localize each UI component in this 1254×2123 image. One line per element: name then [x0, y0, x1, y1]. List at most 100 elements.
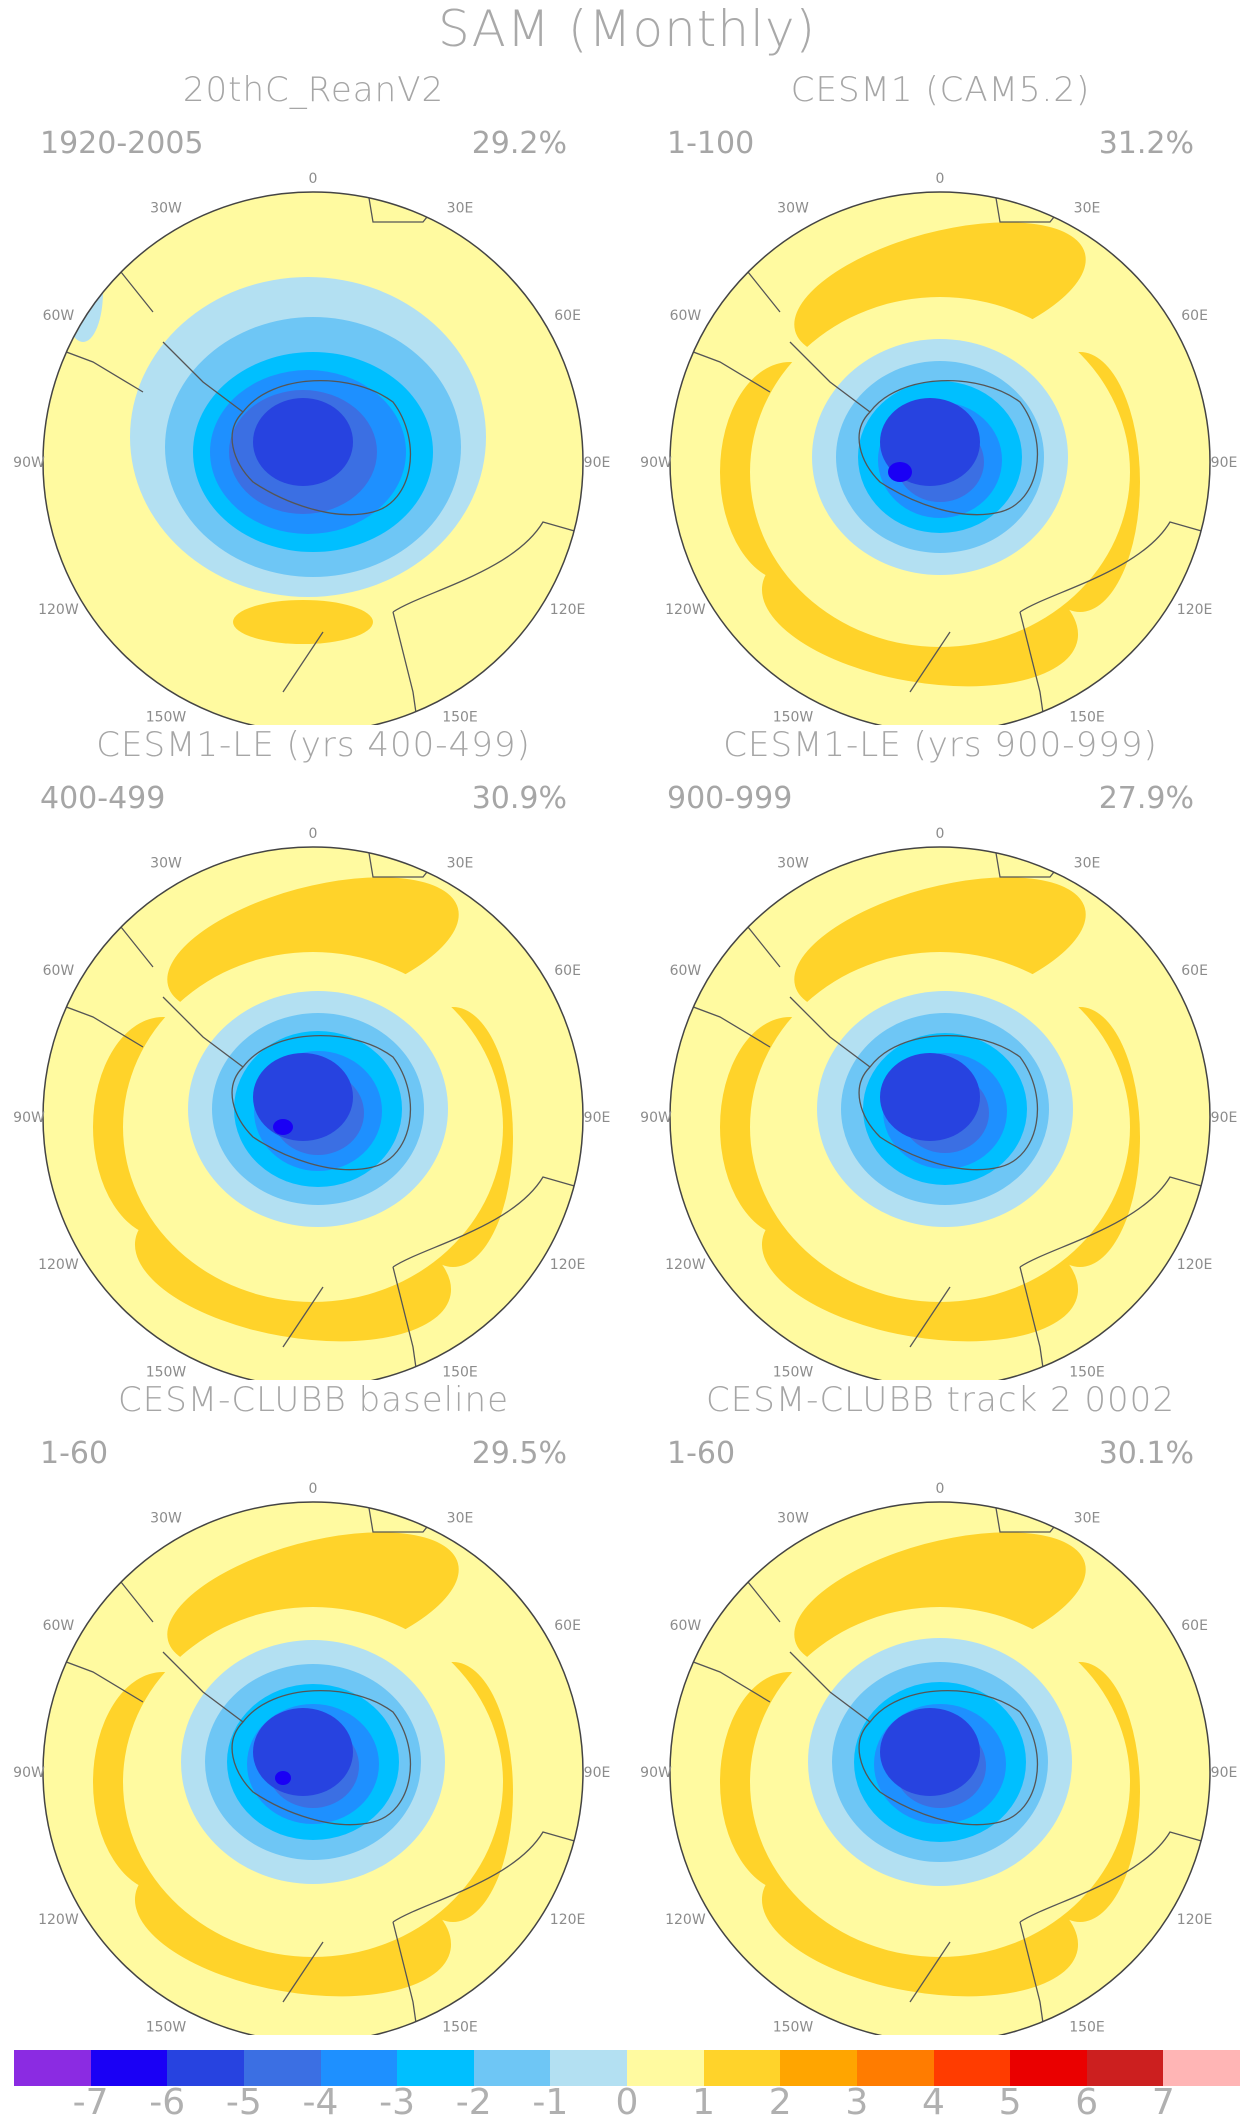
- longitude-label: 120W: [38, 1257, 79, 1273]
- panel-years: 1-60: [667, 1436, 736, 1471]
- negative-core: [253, 1053, 353, 1141]
- longitude-label: 150W: [146, 710, 187, 725]
- antarctic-peninsula: [789, 1651, 871, 1723]
- australia-coastline: [1019, 1176, 1210, 1268]
- longitude-label: 30W: [150, 200, 182, 216]
- map-panel-6: CESM-CLUBB track 2 0002 1-60 30.1% 0 30E 6…: [627, 1380, 1254, 2035]
- longitude-label: 0: [309, 171, 318, 187]
- colorbar-swatch: [14, 2050, 91, 2086]
- colorbar-tick-label: 4: [922, 2082, 945, 2123]
- colorbar-tick-label: -7: [72, 2082, 109, 2123]
- australia-coastline: [1019, 611, 1051, 725]
- map-field: [43, 847, 583, 1380]
- longitude-label: 120W: [38, 602, 79, 618]
- longitude-label: 120E: [550, 602, 586, 618]
- longitude-label: 30E: [447, 1510, 474, 1526]
- antarctica-coastline: [858, 1035, 1039, 1171]
- map-boundary: [42, 846, 584, 1380]
- longitude-label: 30E: [1074, 1510, 1101, 1526]
- colorbar-tick-label: 0: [615, 2082, 639, 2123]
- map-field: [670, 1502, 1210, 2035]
- panel-variance: 29.2%: [471, 126, 567, 161]
- south-america-coastline: [670, 1641, 771, 1703]
- colorbar-swatch: [1086, 2050, 1164, 2086]
- antarctica-coastline: [231, 380, 412, 516]
- south-america-coastline: [670, 986, 771, 1048]
- longitude-label: 60W: [670, 1618, 702, 1634]
- map-panel-2: CESM1 (CAM5.2) 1-100 31.2% 0 30E 60E 90E 120…: [627, 70, 1254, 725]
- longitude-label: 90E: [1211, 455, 1238, 471]
- longitude-label: 150W: [773, 2020, 814, 2035]
- antarctic-peninsula: [789, 996, 871, 1068]
- longitude-label: 60W: [670, 308, 702, 324]
- australia-coastline: [392, 1266, 424, 1380]
- australia-coastline: [392, 521, 583, 613]
- new-zealand-coastline: [909, 1941, 951, 2003]
- longitude-label: 150E: [442, 2020, 478, 2035]
- colorbar-tick-label: 6: [1075, 2082, 1099, 2123]
- colorbar-tick-label: -4: [302, 2082, 339, 2123]
- colorbar-tick-label: -1: [532, 2082, 569, 2123]
- negative-core: [253, 398, 353, 486]
- longitude-label: 30E: [1074, 855, 1101, 871]
- colorbar-swatch: [243, 2050, 321, 2086]
- longitude-label: 90E: [1211, 1110, 1238, 1126]
- longitude-label: 60W: [43, 1618, 75, 1634]
- panel-years: 900-999: [667, 781, 793, 816]
- longitude-label: 0: [309, 1481, 318, 1497]
- south-america-coastline: [670, 331, 771, 393]
- panel-years: 400-499: [40, 781, 166, 816]
- polar-map: 030E60E90E120E150E180150W120W90W60W30W: [13, 171, 610, 725]
- longitude-label: 120W: [665, 1912, 706, 1928]
- map-field: [670, 847, 1210, 1380]
- map-boundary: [669, 191, 1211, 725]
- map-panel-1: 20thC_ReanV2 1920-2005 29.2% 0 30E 60E 90E 1…: [0, 70, 627, 725]
- longitude-label: 150E: [442, 710, 478, 725]
- longitude-label: 30W: [150, 855, 182, 871]
- colorbar-swatch: [473, 2050, 551, 2086]
- polar-map: 030E60E90E120E150E180150W120W90W60W30W: [13, 826, 611, 1380]
- antarctica-coastline: [231, 1035, 412, 1171]
- map-panel-3: CESM1-LE (yrs 400-499) 400-499 30.9% 0 30…: [0, 725, 627, 1380]
- panel-title: CESM-CLUBB track 2 0002: [706, 1380, 1175, 1420]
- new-zealand-coastline: [282, 631, 324, 693]
- negative-core: [253, 1708, 353, 1796]
- colorbar-swatch: [780, 2050, 857, 2086]
- longitude-label: 30E: [447, 855, 474, 871]
- longitude-label: 90W: [640, 1765, 672, 1781]
- longitude-label: 0: [309, 826, 318, 842]
- panel-years: 1920-2005: [40, 126, 204, 161]
- map-field: [670, 192, 1210, 725]
- longitude-label: 30W: [777, 1510, 809, 1526]
- colorbar-swatch: [167, 2050, 244, 2086]
- panel-title: CESM1 (CAM5.2): [790, 70, 1091, 110]
- panel-title: CESM1-LE (yrs 900-999): [723, 725, 1158, 765]
- longitude-label: 150E: [442, 1365, 478, 1380]
- negative-extreme: [888, 462, 912, 482]
- longitude-label: 90E: [584, 1110, 611, 1126]
- longitude-label: 90E: [1211, 1765, 1238, 1781]
- longitude-label: 30W: [777, 200, 809, 216]
- longitude-label: 60W: [670, 963, 702, 979]
- new-zealand-coastline: [909, 631, 951, 693]
- colorbar-tick-label: -5: [225, 2082, 262, 2123]
- longitude-label: 0: [936, 826, 945, 842]
- longitude-label: 150E: [1069, 710, 1105, 725]
- colorbar-tick-label: 3: [845, 2082, 869, 2123]
- antarctic-peninsula: [789, 341, 871, 413]
- map-panel-4: CESM1-LE (yrs 900-999) 900-999 27.9% 0 30…: [627, 725, 1254, 1380]
- australia-coastline: [392, 1921, 424, 2035]
- colorbar-tick-label: -3: [379, 2082, 416, 2123]
- panel-variance: 30.1%: [1098, 1436, 1194, 1471]
- new-zealand-coastline: [909, 1286, 951, 1348]
- south-america-coastline: [43, 331, 144, 393]
- longitude-label: 30W: [777, 855, 809, 871]
- longitude-label: 120E: [1177, 602, 1213, 618]
- negative-core: [880, 1708, 980, 1796]
- panel-title: CESM-CLUBB baseline: [117, 1380, 510, 1420]
- longitude-label: 60E: [554, 1618, 581, 1634]
- longitude-label: 30W: [150, 1510, 182, 1526]
- australia-coastline: [1019, 1921, 1051, 2035]
- colorbar-ticks: -7 -6 -5 -4 -3 -2 -1 0 1 2 3 4 5 6 7: [14, 2082, 1240, 2123]
- longitude-label: 150W: [146, 1365, 187, 1380]
